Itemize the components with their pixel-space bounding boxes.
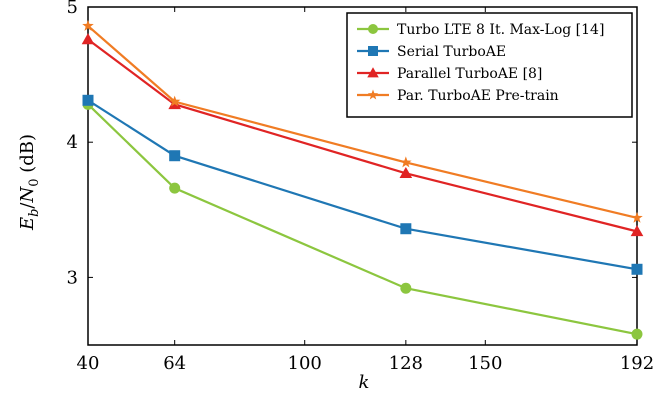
legend: Turbo LTE 8 It. Max-Log [14] Serial Turbo… [346, 12, 633, 118]
data-point-star [400, 156, 412, 168]
data-point-circle [631, 328, 643, 340]
x-tick-label: 40 [77, 353, 100, 374]
data-point-square [400, 223, 412, 235]
series-line [87, 99, 638, 271]
series-line [87, 38, 638, 233]
data-point-triangle [367, 67, 379, 78]
series-line [87, 103, 638, 336]
legend-label: Serial TurboAE [397, 44, 506, 60]
legend-item: Serial TurboAE [357, 44, 506, 60]
y-tick-label: 4 [67, 132, 78, 153]
series-2 [82, 94, 643, 275]
x-tick-label: 64 [163, 353, 186, 374]
y-axis-label: Eb/N0 (dB) [17, 134, 42, 231]
legend-item: Turbo LTE 8 It. Max-Log [14] [357, 22, 604, 38]
series-4 [82, 19, 643, 223]
data-point-triangle [399, 166, 413, 179]
plot-area [87, 6, 638, 346]
y-tick-label: 5 [67, 0, 78, 18]
x-tick-label: 150 [468, 353, 502, 374]
x-tick-label: 192 [620, 353, 654, 374]
legend-label: Turbo LTE 8 It. Max-Log [14] [397, 22, 604, 38]
data-point-triangle [81, 33, 95, 45]
data-point-triangle [630, 225, 644, 237]
data-point-star [82, 19, 94, 31]
ticks-layer: 40 64 100 128 150 192 3 4 5 [67, 0, 655, 374]
data-point-star [367, 89, 379, 100]
series-line [87, 25, 638, 219]
x-axis-label: k [359, 372, 370, 393]
x-tick-label: 128 [389, 353, 423, 374]
series-layer [81, 19, 644, 340]
data-point-circle [169, 182, 181, 194]
data-point-square [368, 46, 378, 56]
data-point-star [168, 95, 181, 107]
legend-label: Parallel TurboAE [8] [397, 66, 542, 82]
plot-frame [87, 6, 638, 346]
data-point-circle [368, 24, 378, 34]
data-point-square [82, 94, 94, 106]
legend-label: Par. TurboAE Pre-train [397, 88, 559, 104]
data-point-star [631, 211, 643, 223]
data-point-circle [400, 282, 412, 294]
legend-item: Parallel TurboAE [8] [357, 66, 542, 82]
y-tick-label: 3 [67, 267, 78, 288]
data-point-square [631, 263, 643, 275]
legend-item: Par. TurboAE Pre-train [357, 88, 559, 104]
legend-box [346, 12, 633, 118]
x-tick-label: 100 [288, 353, 322, 374]
series-1 [82, 98, 643, 340]
data-point-square [169, 150, 181, 162]
